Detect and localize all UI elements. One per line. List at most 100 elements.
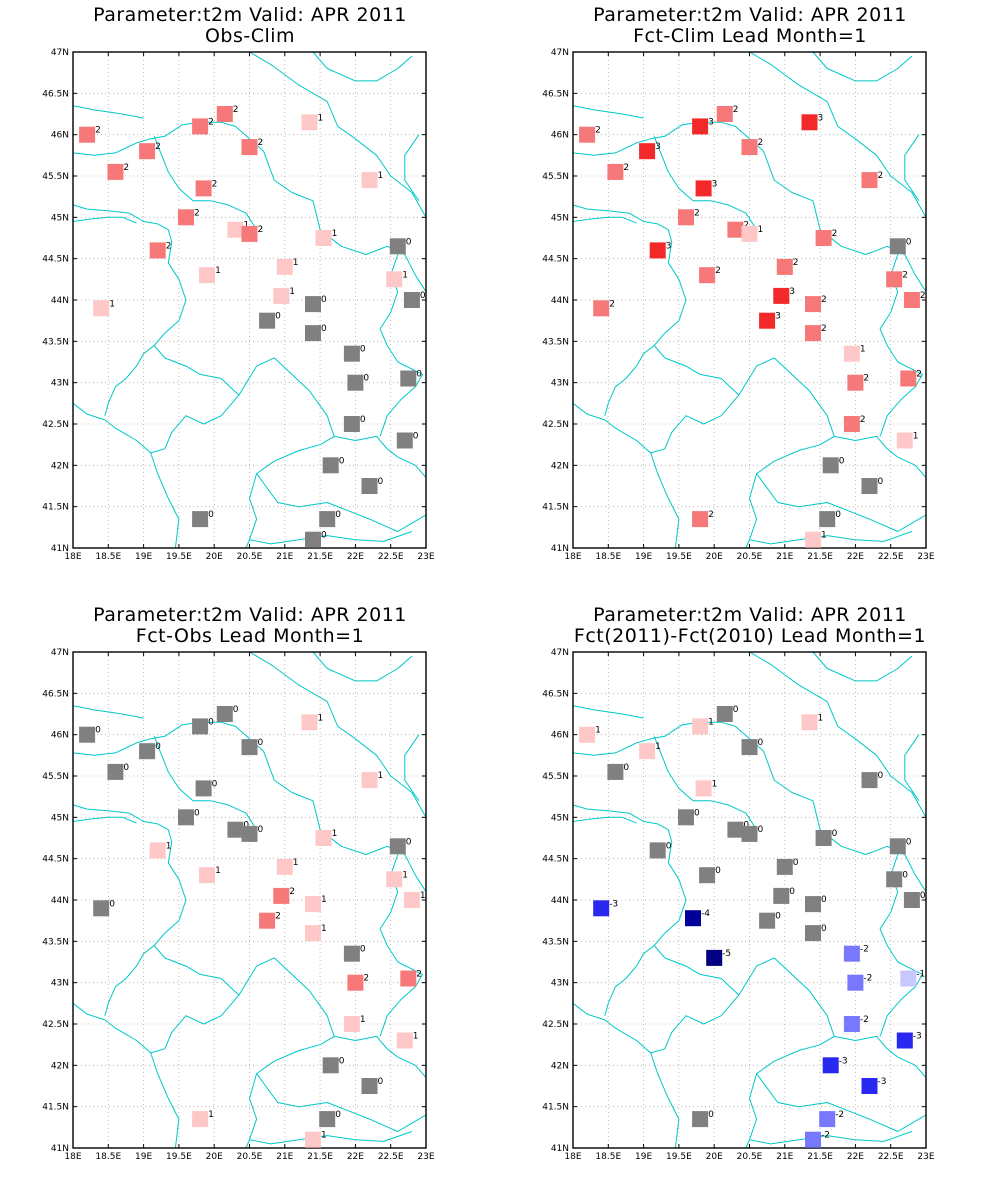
station-value: 0 [694, 808, 700, 818]
station-value: 1 [712, 779, 718, 789]
border-line [572, 804, 687, 946]
border-line [834, 1035, 927, 1079]
station-value: -2 [863, 974, 872, 984]
y-tick-label: 44.5N [42, 855, 69, 865]
station-marker [773, 287, 790, 304]
station-value: 0 [123, 763, 129, 773]
x-tick-label: 19.5E [166, 1152, 192, 1162]
station-value: 0 [378, 1077, 384, 1087]
station-value: 1 [318, 113, 324, 123]
station-value: 2 [694, 208, 700, 218]
border-line [150, 945, 240, 1149]
border-line [572, 402, 652, 454]
station-value: 0 [360, 945, 366, 955]
station-marker [305, 296, 321, 313]
station-marker [149, 242, 166, 259]
x-tick-label: 23E [917, 552, 934, 562]
station-marker [389, 838, 406, 855]
panel-fct-diff: Parameter:t2m Valid: APR 2011 Fct(2011)-… [500, 600, 1000, 1200]
panel-title-line2: Fct-Clim Lead Month=1 [633, 25, 867, 47]
border-line [249, 51, 427, 218]
station-marker [305, 925, 321, 942]
station-marker [322, 457, 339, 474]
y-tick-label: 41N [551, 544, 569, 554]
x-tick-label: 21.5E [307, 1152, 333, 1162]
y-tick-label: 44N [51, 296, 69, 306]
y-tick-label: 47N [51, 648, 69, 658]
station-marker [815, 830, 832, 846]
panel-title-line1: Parameter:t2m Valid: APR 2011 [93, 604, 407, 626]
x-tick-label: 22.5E [878, 1152, 904, 1162]
x-tick-label: 20E [706, 552, 723, 562]
border-line [879, 854, 923, 1037]
station-value: 1 [655, 742, 661, 752]
x-tick-label: 21E [776, 1152, 793, 1162]
station-marker [361, 772, 378, 789]
border-line [72, 705, 144, 719]
station-marker [139, 143, 156, 160]
y-tick-label: 41N [51, 544, 69, 554]
station-marker [593, 300, 610, 317]
station-marker [400, 370, 417, 387]
station-marker [741, 225, 758, 242]
station-value: 0 [775, 912, 781, 922]
y-tick-label: 46.5N [42, 89, 69, 99]
station-value: 0 [339, 1056, 345, 1066]
x-tick-label: 22E [847, 552, 864, 562]
panel-title-line2: Fct(2011)-Fct(2010) Lead Month=1 [573, 625, 927, 647]
station-value: 1 [821, 531, 827, 541]
station-value: 1 [402, 870, 408, 880]
station-marker [259, 912, 276, 929]
station-value: 0 [743, 821, 749, 831]
station-value: -3 [913, 1032, 922, 1042]
border-line [738, 357, 835, 549]
station-value: 1 [420, 891, 426, 901]
station-marker [361, 172, 378, 189]
station-value: 0 [902, 870, 908, 880]
station-value: 2 [708, 510, 714, 520]
station-marker [685, 910, 701, 927]
station-value: 0 [733, 705, 739, 715]
station-marker [192, 1111, 209, 1128]
panel-title-line1: Parameter:t2m Valid: APR 2011 [593, 604, 907, 626]
station-marker [861, 172, 878, 189]
station-value: -3 [609, 899, 618, 909]
station-marker [741, 825, 758, 842]
station-marker [343, 416, 360, 432]
station-marker [678, 809, 694, 826]
border-line [572, 105, 644, 119]
station-value: 3 [775, 312, 781, 322]
station-marker [847, 974, 864, 991]
x-tick-label: 23E [417, 552, 434, 562]
panel-fct-obs: Parameter:t2m Valid: APR 2011 Fct-Obs Le… [0, 600, 500, 1200]
border-line [749, 651, 927, 818]
border-line [312, 51, 413, 82]
station-value: -5 [722, 949, 731, 959]
station-value: 1 [378, 171, 384, 181]
station-marker [801, 114, 818, 131]
x-tick-label: 18E [564, 1152, 581, 1162]
station-value: 1 [109, 299, 115, 309]
station-value: -3 [878, 1077, 887, 1087]
y-tick-label: 46N [551, 731, 569, 741]
station-marker [649, 842, 666, 859]
station-marker [178, 209, 194, 226]
border-line [904, 734, 920, 802]
station-value: 2 [416, 970, 422, 980]
border-line [256, 1073, 427, 1132]
station-value: 0 [194, 808, 200, 818]
station-marker [759, 312, 776, 329]
station-value: 0 [363, 374, 369, 384]
station-marker [276, 858, 293, 875]
map-plot: 18E 18.5E 19E 19.5E 20E 20.5E 21E 21.5E 22E 22.5E… [542, 48, 935, 562]
border-line [312, 651, 413, 682]
station-marker [347, 374, 364, 391]
y-tick-label: 45N [51, 213, 69, 223]
station-value: 0 [95, 726, 101, 736]
map-plot: 18E 18.5E 19E 19.5E 20E 20.5E 21E 21.5E 22E 22.5E… [42, 648, 435, 1162]
station-marker [241, 825, 258, 842]
border-line [812, 51, 913, 82]
station-value: 2 [902, 270, 908, 280]
border-line [904, 134, 920, 202]
